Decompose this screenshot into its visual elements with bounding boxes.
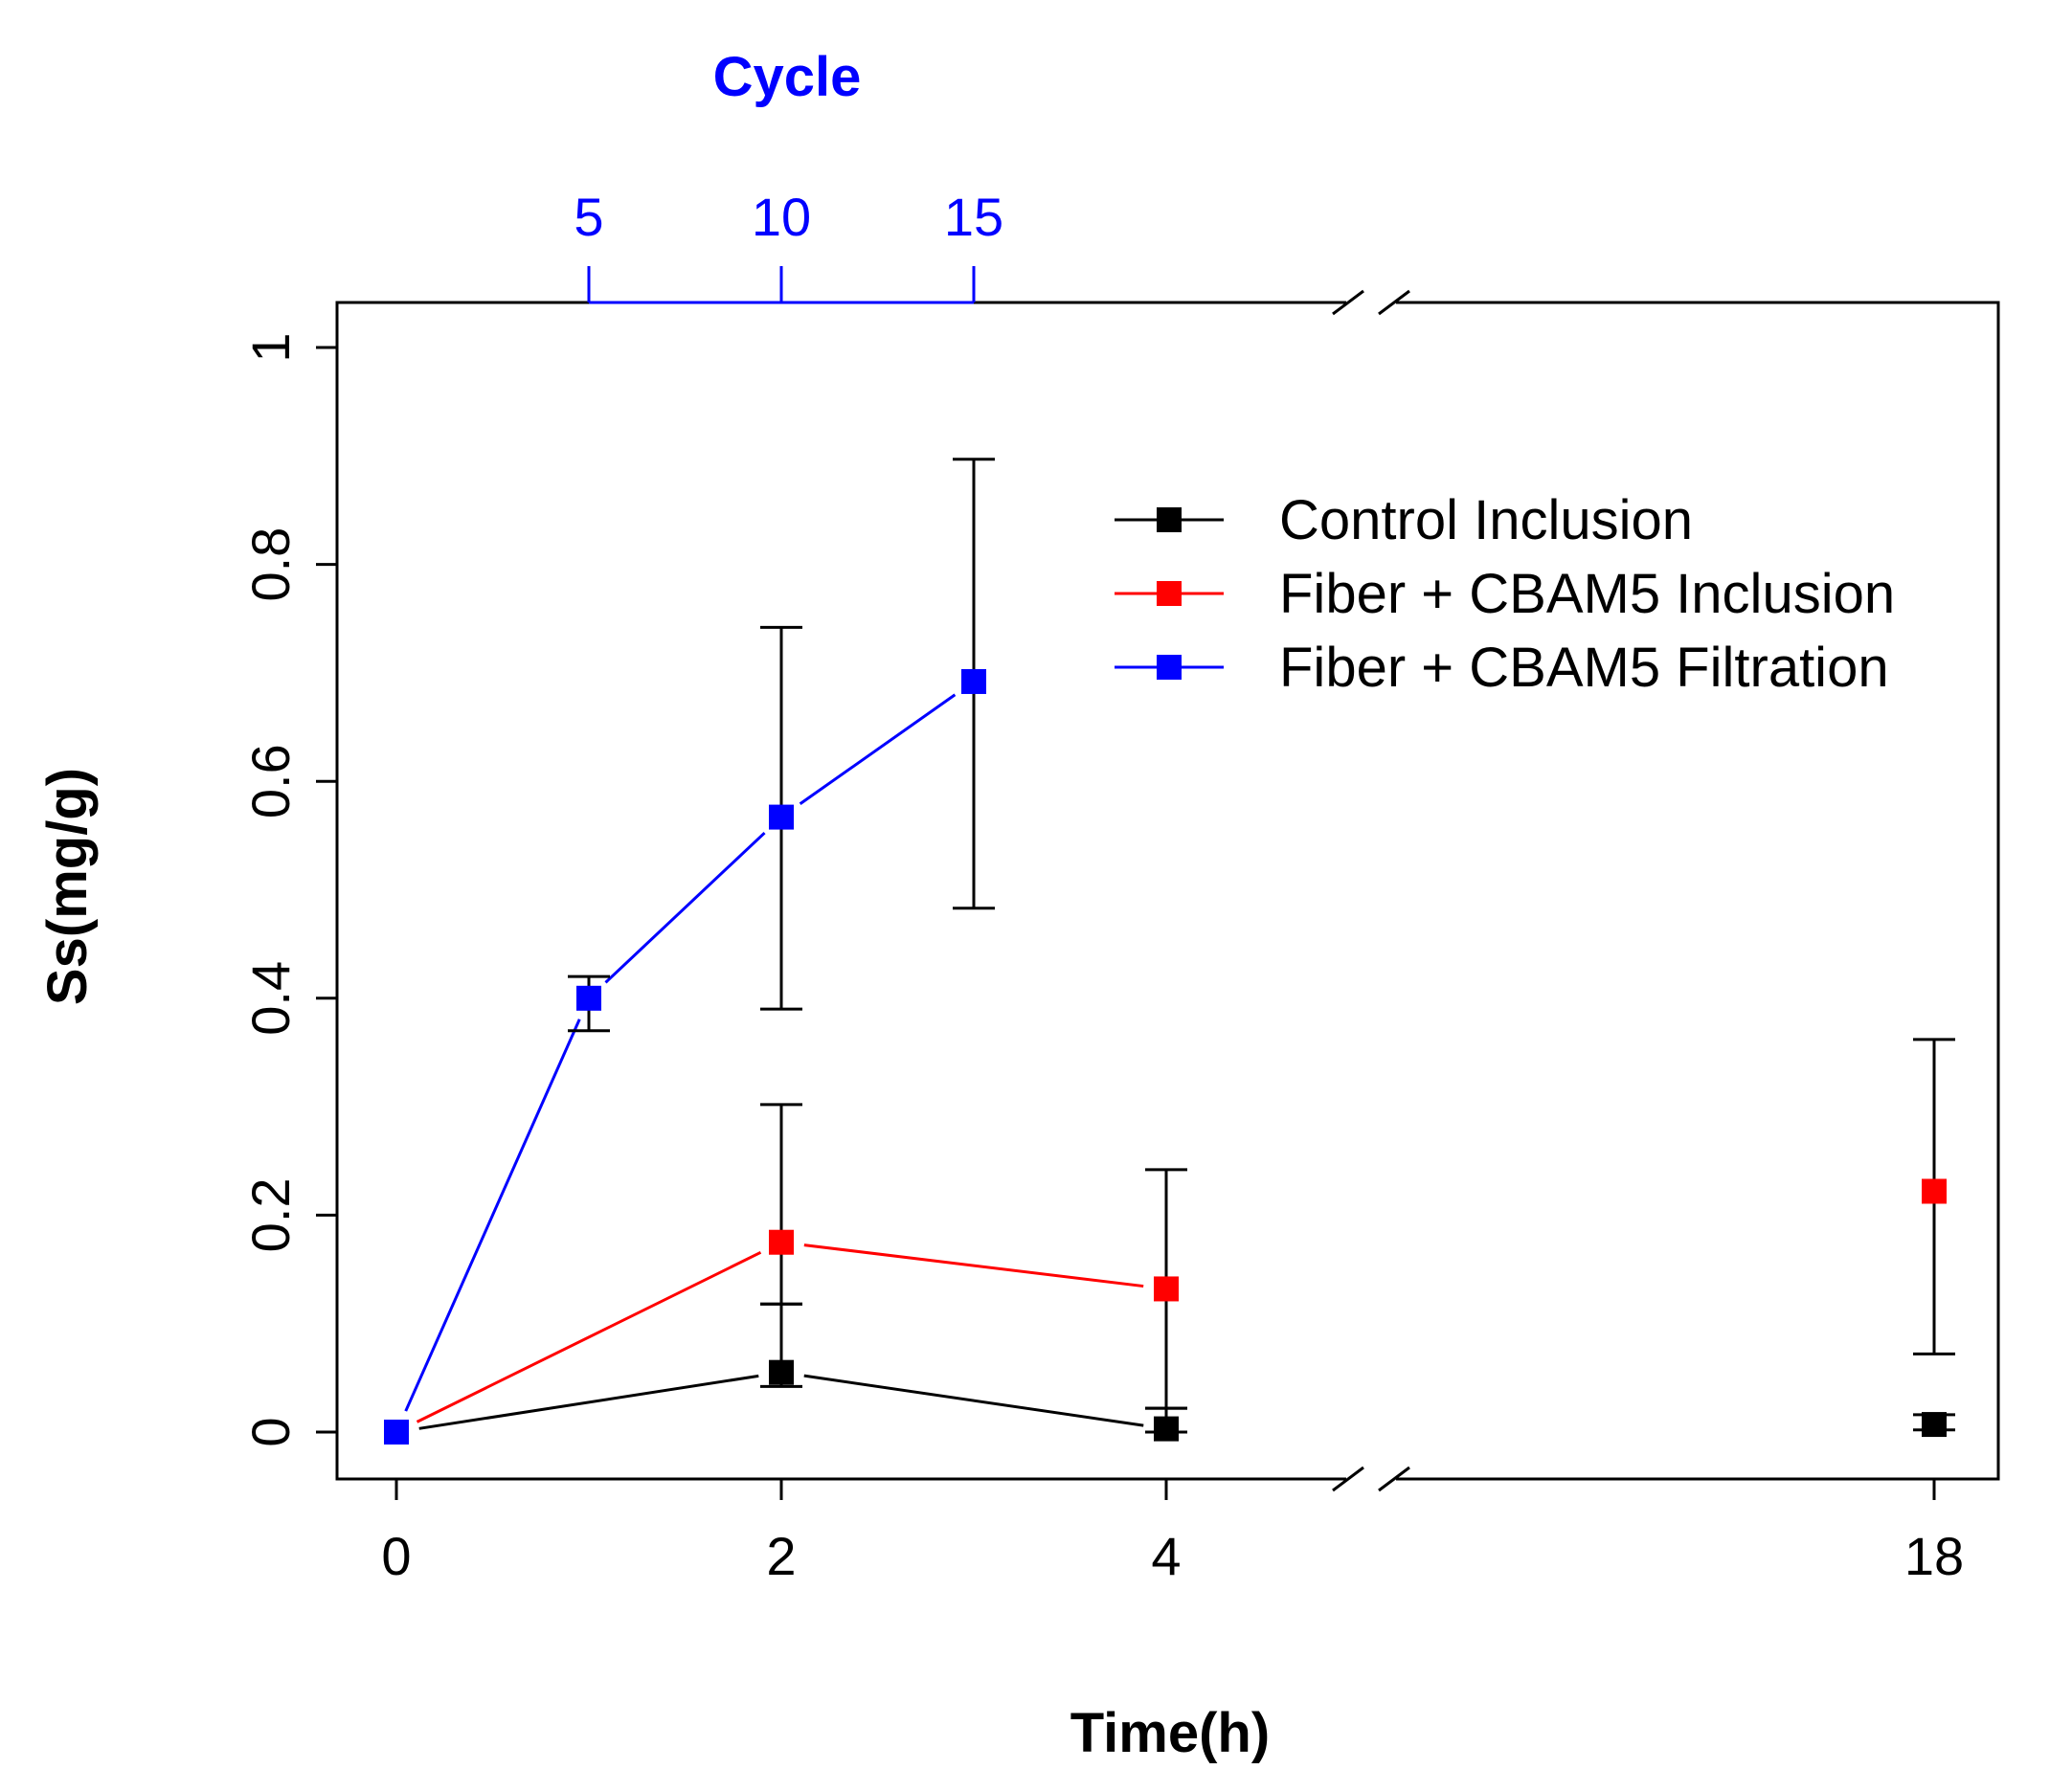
series-line-segment (799, 693, 957, 805)
data-point (576, 985, 601, 1011)
series-1 (384, 1038, 1955, 1445)
legend-label-2: Fiber + CBAM5 Filtration (1279, 637, 1889, 699)
axis-break-mark-bottom-left (1332, 1466, 1364, 1492)
top-tick-label: 5 (574, 187, 603, 247)
y-tick-label: 0.6 (240, 744, 301, 818)
series-line-segment (803, 1243, 1144, 1288)
legend-marker-2 (1157, 655, 1182, 680)
axis-break-mark-top-left (1332, 289, 1364, 316)
axis-break-mark-top-right (1378, 289, 1410, 316)
data-point (769, 1359, 794, 1385)
top-axis-title: Cycle (713, 46, 862, 108)
legend-label-0: Control Inclusion (1279, 489, 1693, 551)
legend-marker-1 (1157, 581, 1182, 606)
series-0 (384, 1302, 1955, 1445)
series-line-segment (604, 831, 766, 984)
x-tick-label: 18 (1904, 1526, 1964, 1586)
axes: 00.20.40.60.810 2 4 185 10 15 (240, 187, 1964, 1586)
series-line-segment (803, 1374, 1144, 1427)
data-point (1154, 1416, 1179, 1442)
axis-break-gap-top (1346, 295, 1396, 310)
y-tick-label: 0.4 (240, 961, 301, 1036)
data-point (1154, 1276, 1179, 1302)
series-2 (384, 458, 995, 1445)
y-axis-title: Ss(mg/g) (36, 768, 99, 1005)
series-layer (384, 458, 1955, 1445)
y-tick-label: 0.8 (240, 527, 301, 602)
top-tick-label: 10 (752, 187, 811, 247)
data-point (1922, 1412, 1947, 1438)
series-line-segment (416, 1250, 762, 1423)
data-point (769, 1229, 794, 1255)
top-tick-label: 15 (944, 187, 1003, 247)
legend-label-1: Fiber + CBAM5 Inclusion (1279, 563, 1895, 625)
x-tick-label: 0 (381, 1526, 411, 1586)
data-point (961, 668, 986, 694)
x-tick-label: 2 (766, 1526, 796, 1586)
data-point (384, 1420, 409, 1445)
series-line-segment (418, 1374, 759, 1430)
x-axis-title: Time(h) (1070, 1702, 1270, 1764)
data-point (1922, 1178, 1947, 1204)
x-tick-label: 4 (1151, 1526, 1181, 1586)
y-tick-label: 0 (240, 1417, 301, 1446)
legend-marker-0 (1157, 507, 1182, 532)
data-point (769, 804, 794, 830)
axis-break-gap-bottom (1346, 1471, 1396, 1487)
legend: Control Inclusion Fiber + CBAM5 Inclusion… (1115, 489, 1895, 699)
axis-break-mark-bottom-right (1378, 1466, 1410, 1492)
y-tick-label: 1 (240, 332, 301, 362)
y-tick-label: 0.2 (240, 1177, 301, 1252)
series-line-segment (404, 1019, 581, 1412)
